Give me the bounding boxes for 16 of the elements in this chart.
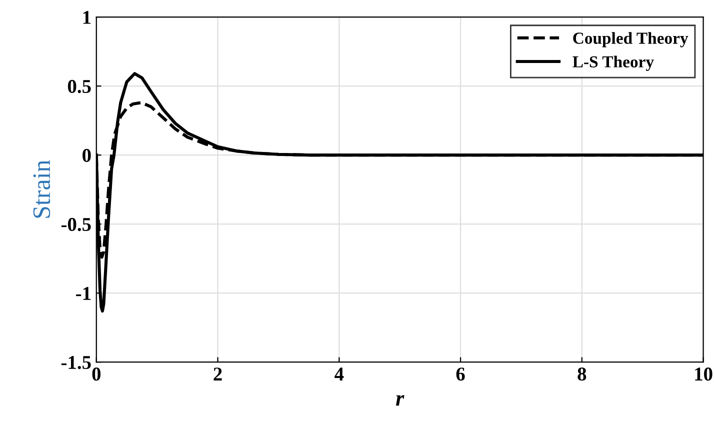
- x-tick-label: 6: [456, 368, 465, 381]
- y-tick-label: -1.5: [61, 356, 91, 370]
- x-tick-label: 4: [334, 368, 344, 380]
- x-axis-title: r: [396, 395, 404, 406]
- y-tick-label: -1: [76, 287, 91, 300]
- y-tick-label: 0: [82, 148, 91, 162]
- y-tick-label: 1: [83, 10, 91, 24]
- y-tick-label: 0.5: [68, 80, 91, 94]
- y-tick-label: -0.5: [61, 218, 91, 232]
- legend-label: L-S Theory: [572, 56, 654, 71]
- legend-label: Coupled Theory: [573, 32, 688, 48]
- x-tick-label: 10: [695, 368, 712, 381]
- y-axis-title: Strain: [33, 160, 50, 218]
- x-tick-label: 0: [92, 368, 101, 381]
- x-tick-label: 2: [214, 368, 222, 380]
- x-tick-label: 8: [578, 368, 586, 381]
